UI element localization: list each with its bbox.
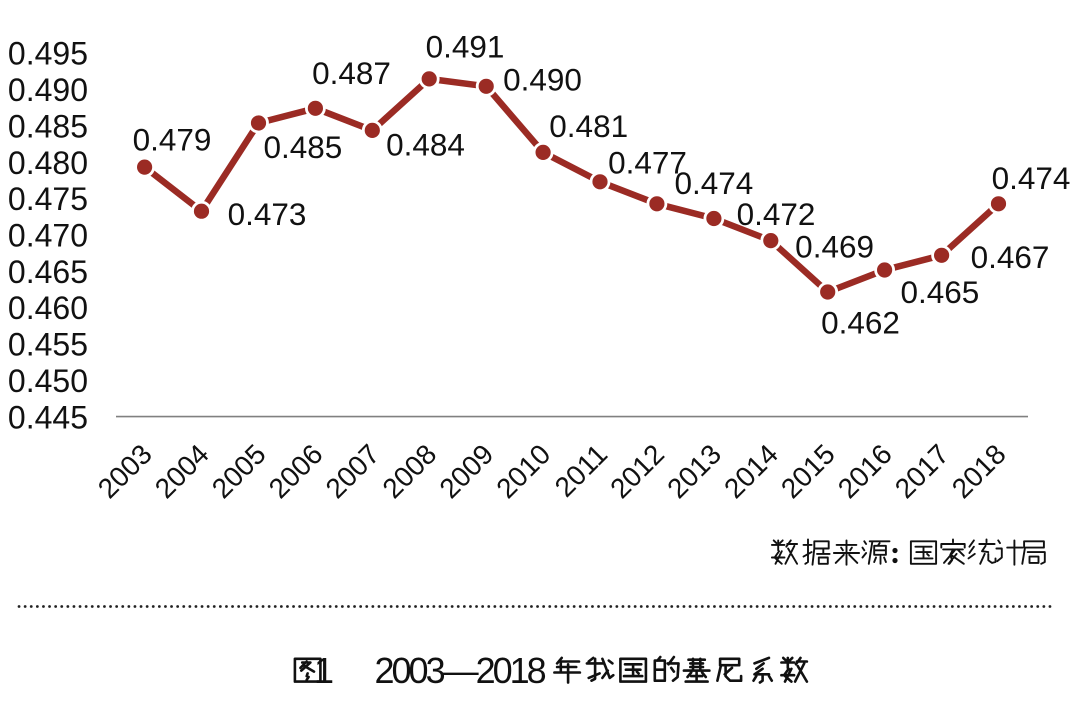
svg-text:0.484: 0.484 <box>386 126 465 162</box>
svg-text:0.465: 0.465 <box>900 274 979 310</box>
svg-text:0.474: 0.474 <box>674 165 753 201</box>
svg-text:0.474: 0.474 <box>992 160 1071 196</box>
svg-text:0.495: 0.495 <box>8 36 88 72</box>
svg-text:0.480: 0.480 <box>8 145 88 181</box>
svg-text:0.491: 0.491 <box>426 29 505 65</box>
svg-text:0.445: 0.445 <box>8 399 88 435</box>
svg-text:0.462: 0.462 <box>821 305 900 341</box>
svg-text:0.470: 0.470 <box>8 218 88 254</box>
svg-text:0.479: 0.479 <box>133 122 212 158</box>
svg-text:0.490: 0.490 <box>503 62 582 98</box>
svg-text:0.467: 0.467 <box>971 239 1050 275</box>
svg-text:0.472: 0.472 <box>737 196 816 232</box>
svg-text:0.481: 0.481 <box>549 108 628 144</box>
svg-text:0.485: 0.485 <box>8 108 88 144</box>
svg-text:0.473: 0.473 <box>228 196 307 232</box>
svg-text:0.455: 0.455 <box>8 327 88 363</box>
svg-text:0.460: 0.460 <box>8 290 88 326</box>
svg-text:0.487: 0.487 <box>312 55 391 91</box>
svg-text:1: 1 <box>314 650 334 691</box>
svg-text:0.450: 0.450 <box>8 363 88 399</box>
svg-text:0.477: 0.477 <box>608 144 687 180</box>
svg-text:0.475: 0.475 <box>8 181 88 217</box>
svg-text:0.469: 0.469 <box>795 229 874 265</box>
svg-text:0.465: 0.465 <box>8 254 88 290</box>
svg-text:2003—2018: 2003—2018 <box>375 650 546 691</box>
svg-text:0.490: 0.490 <box>8 72 88 108</box>
svg-text:0.485: 0.485 <box>263 129 342 165</box>
